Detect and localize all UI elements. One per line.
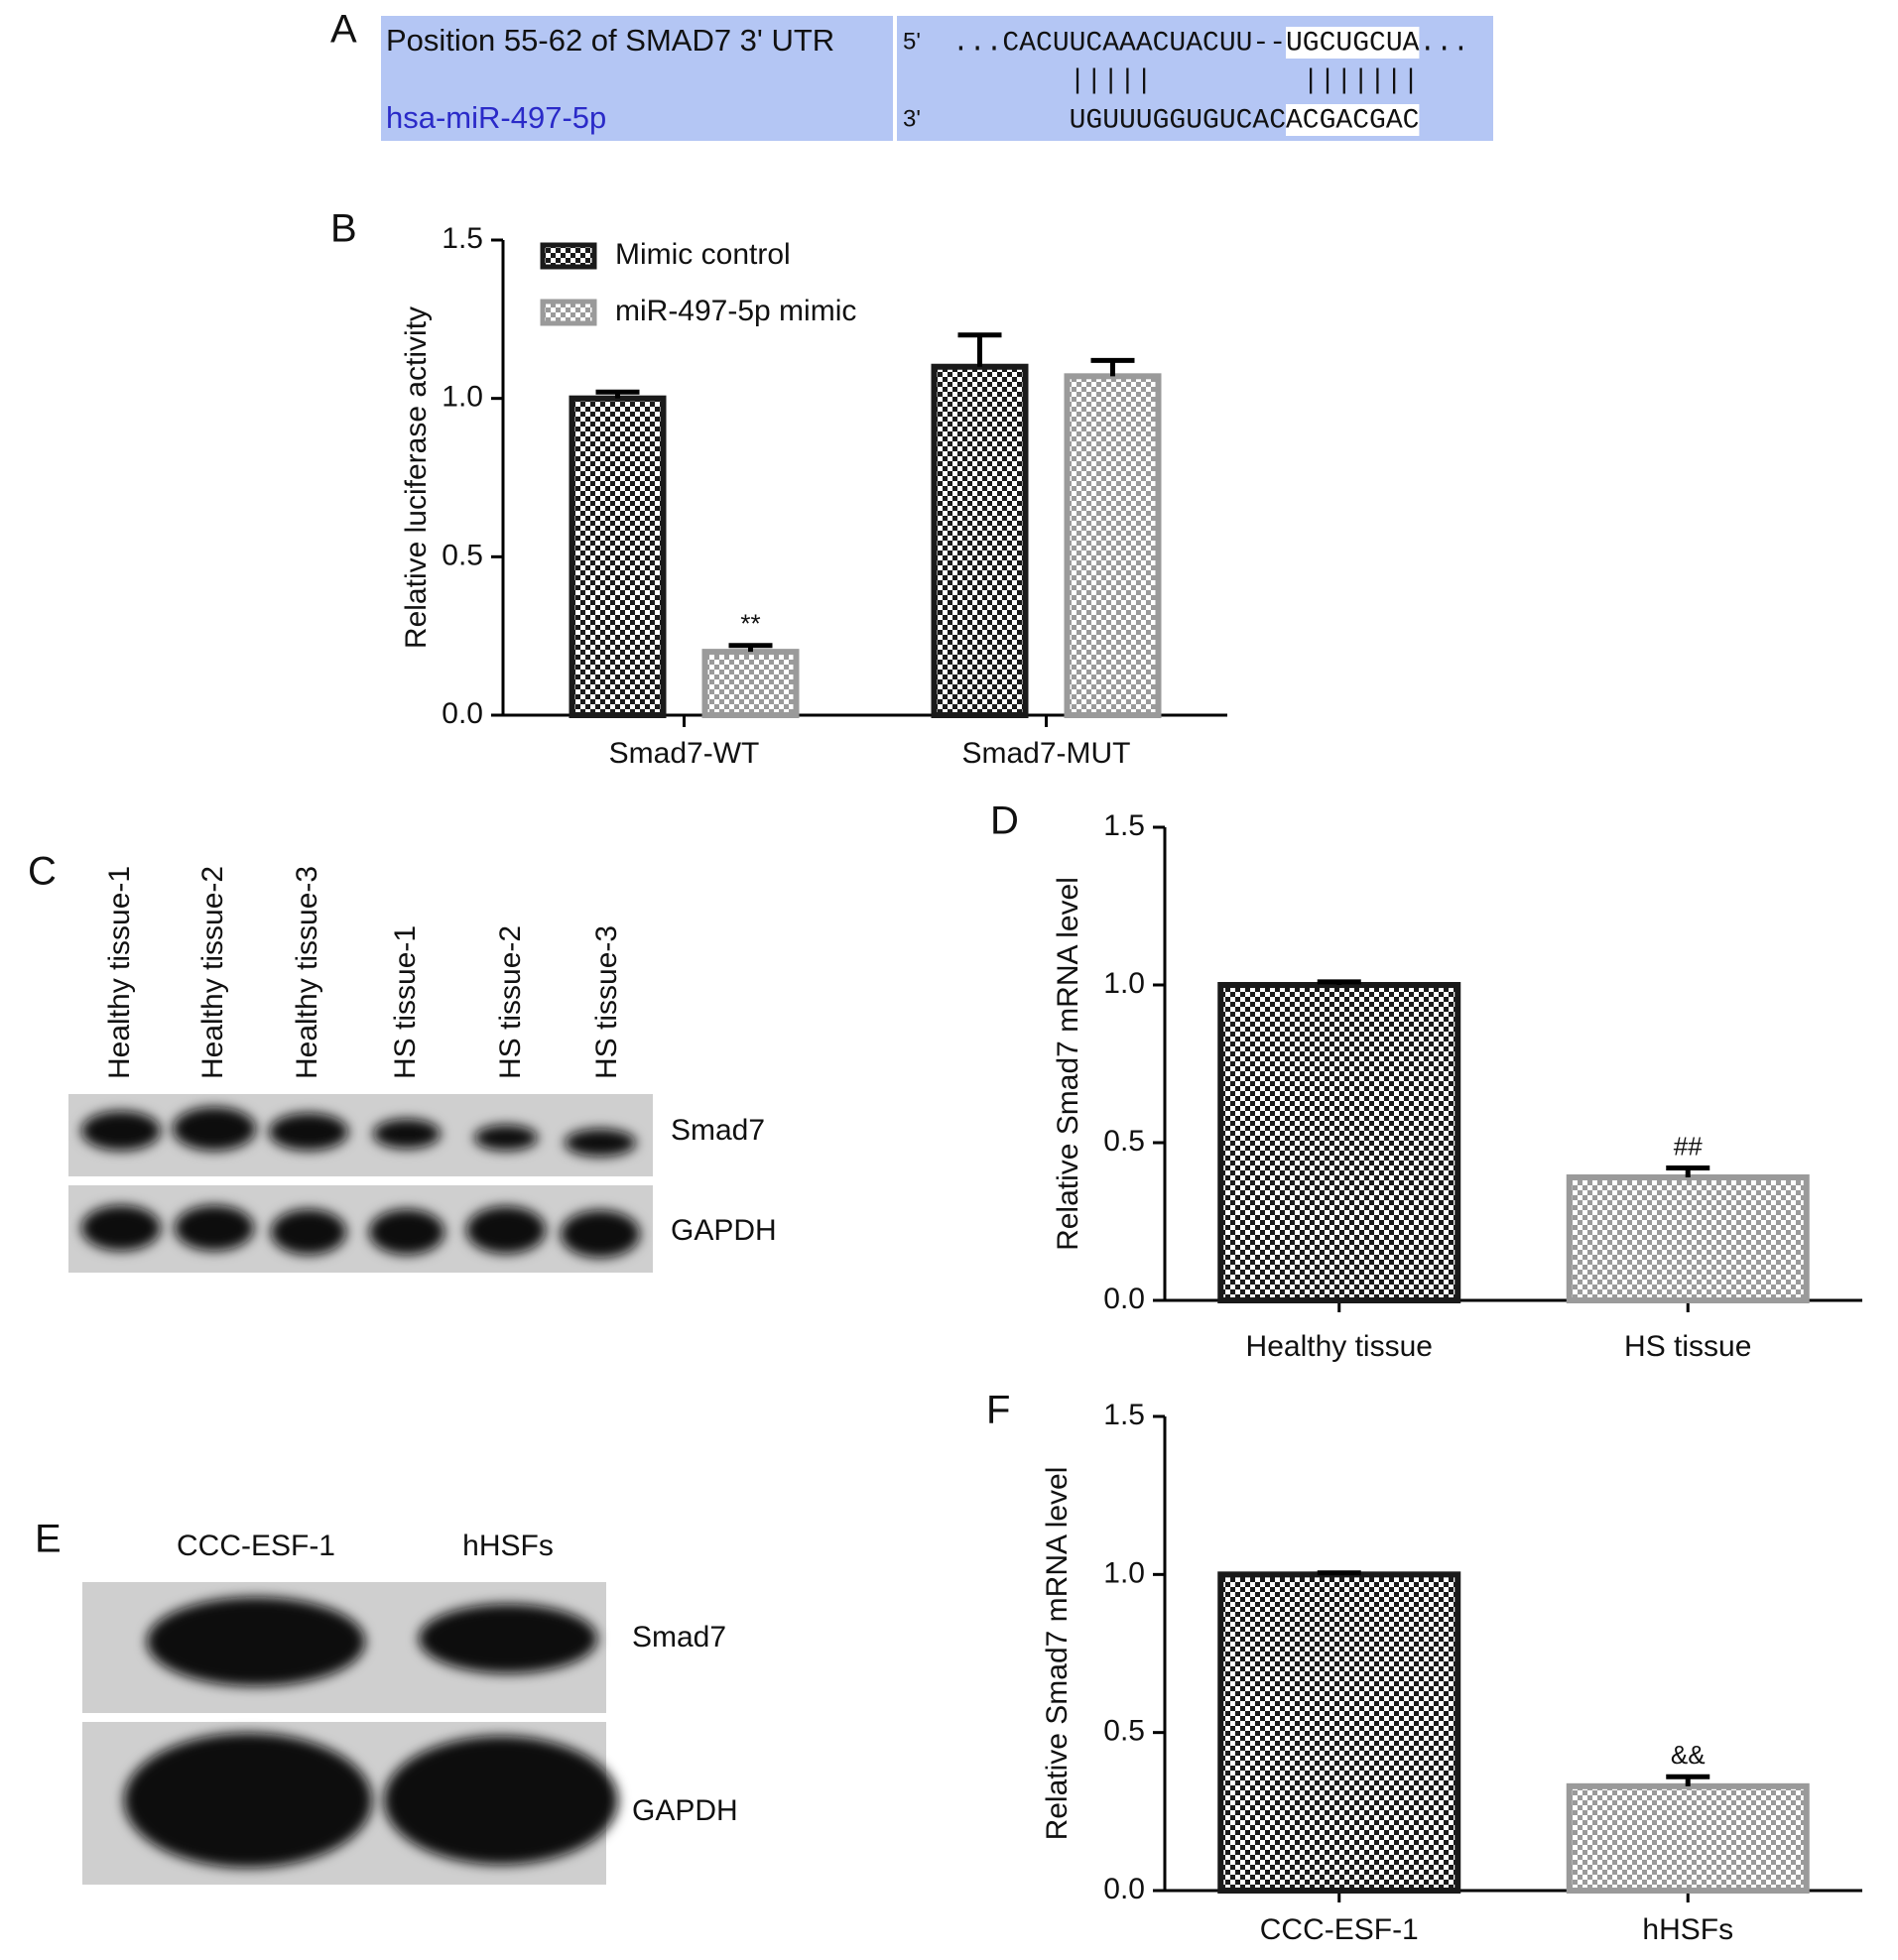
- panel-letter: D: [990, 799, 1019, 843]
- bar: [1566, 1782, 1810, 1894]
- legend-label: Mimic control: [615, 238, 791, 271]
- x-tick-label: HS tissue: [1624, 1330, 1751, 1363]
- x-tick-label: Smad7-WT: [609, 737, 760, 770]
- bar: [1217, 982, 1461, 1303]
- lane-label: HS tissue-2: [494, 925, 527, 1079]
- error-bar: [957, 332, 1002, 367]
- panel-letter: C: [28, 850, 57, 894]
- bar: [701, 649, 800, 719]
- y-tick-label: 1.5: [442, 222, 483, 255]
- error-bar: [1666, 1774, 1710, 1786]
- end-label: 5': [903, 28, 921, 55]
- lane-label: CCC-ESF-1: [177, 1530, 335, 1562]
- y-tick-label: 0.5: [1103, 1715, 1145, 1748]
- error-bar: [728, 643, 773, 653]
- x-tick-label: Smad7-MUT: [961, 737, 1130, 770]
- significance: ##: [1674, 1131, 1703, 1161]
- row-label: GAPDH: [632, 1794, 738, 1827]
- y-axis-label: Relative Smad7 mRNA level: [1052, 877, 1084, 1251]
- seed-highlight: [1286, 27, 1420, 59]
- lane-label: Healthy tissue-2: [196, 866, 229, 1079]
- error-bar: [1317, 1570, 1361, 1576]
- band: [271, 1209, 346, 1255]
- band: [124, 1733, 372, 1868]
- error-bar: [1090, 357, 1135, 377]
- y-tick-label: 0.5: [442, 539, 483, 571]
- bar: [1566, 1173, 1810, 1303]
- lane-label: HS tissue-1: [389, 925, 422, 1079]
- y-tick-label: 1.0: [442, 381, 483, 414]
- lane-label: hHSFs: [462, 1530, 554, 1562]
- sequence: ...CACUUCAAACUACUU--: [952, 28, 1286, 59]
- band: [384, 1736, 618, 1865]
- panel-letter: F: [986, 1389, 1010, 1432]
- bar: [569, 395, 667, 718]
- bar: [1217, 1571, 1461, 1895]
- band: [369, 1209, 444, 1255]
- blot-smad7: [68, 1094, 653, 1176]
- error-bar: [595, 389, 640, 399]
- bar: [931, 363, 1029, 718]
- error-bar: [1666, 1164, 1710, 1177]
- band: [565, 1129, 636, 1157]
- y-tick-label: 0.0: [1103, 1283, 1145, 1315]
- band: [173, 1107, 256, 1151]
- blot-gapdh: [68, 1185, 653, 1273]
- legend-swatch: [540, 299, 597, 326]
- sequence-seed: ACGACGAC: [1286, 105, 1419, 136]
- x-tick-label: hHSFs: [1642, 1913, 1733, 1946]
- lane-label: Healthy tissue-3: [291, 866, 323, 1079]
- band: [81, 1111, 161, 1151]
- error-bar: [1317, 979, 1361, 985]
- y-tick-label: 0.5: [1103, 1125, 1145, 1158]
- band: [419, 1604, 597, 1673]
- sequence-seed: UGCUGCUA: [1286, 28, 1420, 59]
- lane-label: HS tissue-3: [590, 925, 623, 1079]
- y-axis-label: Relative luciferase activity: [400, 306, 433, 649]
- band: [373, 1119, 441, 1149]
- band: [147, 1597, 365, 1686]
- significance: &&: [1671, 1740, 1706, 1770]
- band: [474, 1125, 538, 1151]
- band: [466, 1206, 546, 1254]
- y-tick-label: 1.5: [1103, 1399, 1145, 1431]
- legend-label: miR-497-5p mimic: [615, 295, 856, 327]
- panel-letter: A: [330, 8, 357, 52]
- y-tick-label: 1.5: [1103, 809, 1145, 842]
- sequence: ...: [1419, 28, 1468, 59]
- y-tick-label: 0.0: [1103, 1873, 1145, 1905]
- panel-letter: E: [35, 1518, 62, 1561]
- band: [561, 1210, 640, 1258]
- significance: **: [740, 609, 760, 639]
- y-tick-label: 0.0: [442, 697, 483, 730]
- mirna-name: hsa-miR-497-5p: [386, 100, 606, 135]
- y-tick-label: 1.0: [1103, 1556, 1145, 1589]
- x-tick-label: CCC-ESF-1: [1260, 1913, 1419, 1946]
- row-label: Smad7: [671, 1114, 765, 1147]
- base-pairs: |||||||: [1303, 65, 1420, 96]
- end-label: 3': [903, 105, 921, 132]
- y-axis-label: Relative Smad7 mRNA level: [1041, 1467, 1074, 1841]
- row-label: GAPDH: [671, 1214, 777, 1247]
- row-label: Smad7: [632, 1621, 726, 1654]
- legend-swatch: [540, 242, 597, 270]
- bar: [1064, 373, 1162, 718]
- target-name: Position 55-62 of SMAD7 3' UTR: [386, 23, 834, 58]
- seed-highlight: [1286, 104, 1420, 136]
- sequence: UGUUUGGUGUCAC: [1070, 105, 1286, 136]
- panel-letter: B: [330, 207, 357, 251]
- y-tick-label: 1.0: [1103, 967, 1145, 1000]
- base-pairs: |||||: [1070, 65, 1153, 96]
- band: [269, 1113, 348, 1151]
- band: [175, 1205, 254, 1251]
- lane-label: Healthy tissue-1: [103, 866, 136, 1079]
- x-tick-label: Healthy tissue: [1246, 1330, 1433, 1363]
- band: [81, 1205, 161, 1251]
